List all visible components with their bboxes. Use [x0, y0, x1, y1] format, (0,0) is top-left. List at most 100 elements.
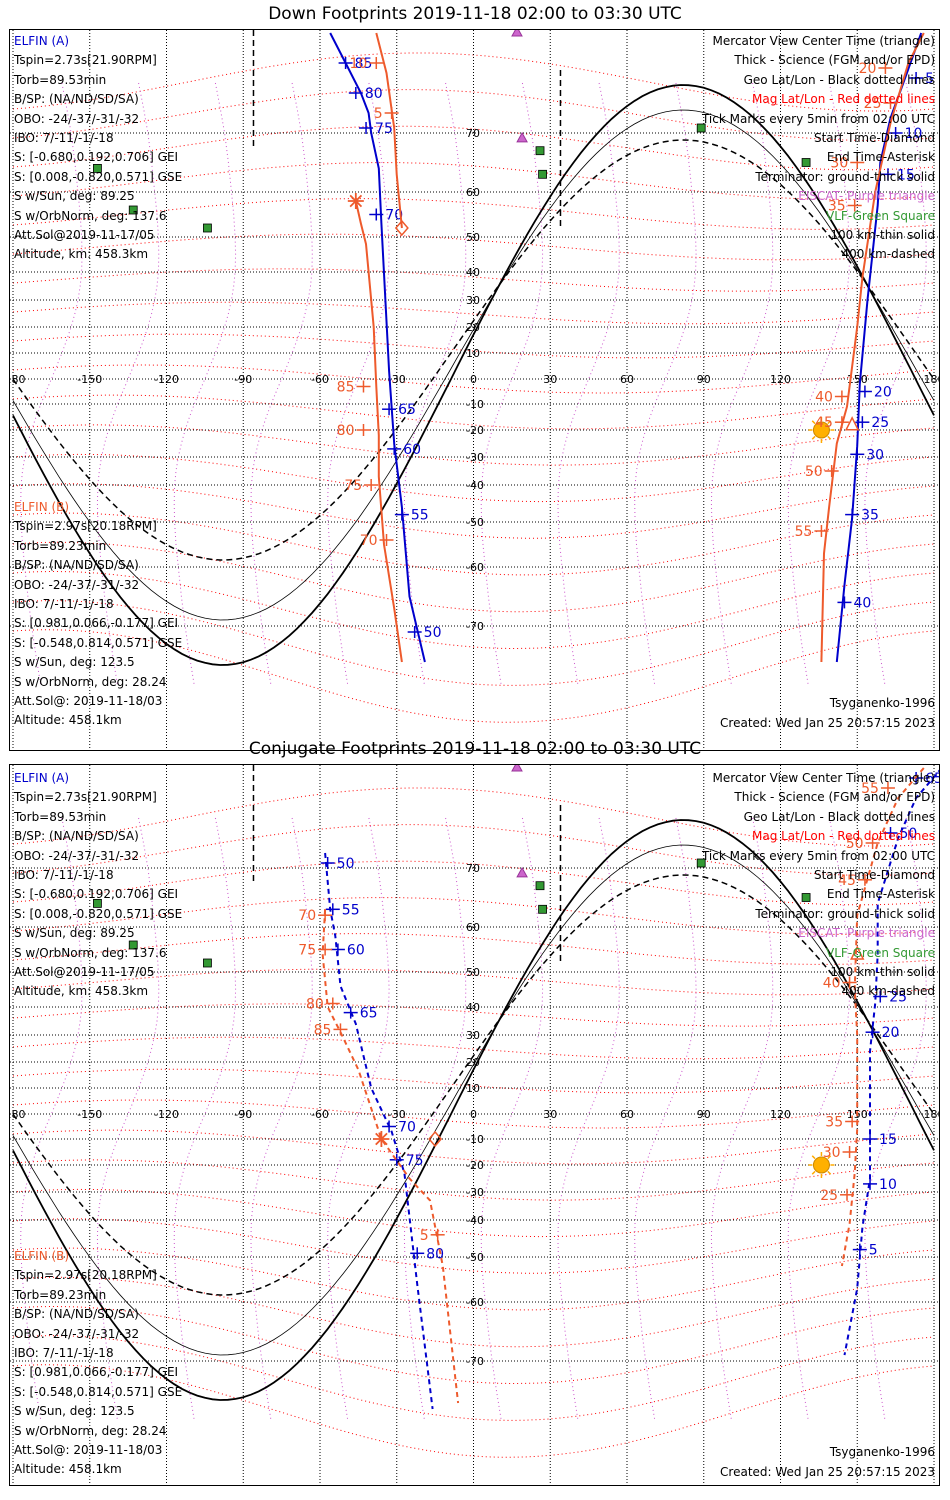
elfin-a-header: ELFIN (A) [14, 34, 70, 48]
info-line: S w/OrbNorm, deg: 137.6 [14, 208, 167, 223]
tick-label: 50 [846, 836, 864, 852]
tick-label: 25 [889, 990, 907, 1006]
lat-tick-label: -50 [466, 1251, 484, 1264]
mag-lon-line [787, 817, 851, 1422]
info-line: S w/Sun, deg: 123.5 [14, 1404, 135, 1419]
sun-icon [808, 417, 835, 443]
info-line: S: [0.008,-0.820,0.571] GSE [14, 169, 183, 184]
lon-tick-label: 0 [470, 373, 477, 386]
tick-label: 10 [879, 1177, 897, 1193]
tick-label: 25 [871, 415, 889, 431]
footprint-track: 20 25 30 35 40 45 50 55 [795, 32, 925, 663]
tick-label: 15 [897, 167, 915, 183]
vlf-square [93, 163, 102, 173]
tick-label: 20 [859, 61, 877, 77]
tick-label: 70 [298, 908, 316, 924]
lon-tick-label: -30 [388, 373, 406, 386]
legend-item: Thick - Science (FGM and/or EPD) [734, 53, 935, 68]
center-triangle [850, 945, 865, 960]
tick-label: 55 [342, 902, 360, 918]
tick-label: 65 [398, 402, 416, 418]
terminator-ground [12, 819, 935, 1401]
lon-tick-label: -90 [234, 373, 252, 386]
mag-lon-line [173, 817, 237, 1422]
legend-item: 400 km-dashed [841, 247, 935, 262]
sun-ray [811, 435, 816, 440]
tick-label: 5 [925, 71, 934, 87]
info-line: Torb=89.53min [14, 809, 107, 824]
legend-item: 100 km-thin solid [830, 227, 935, 242]
info-line: Att.Sol@2019-11-17/05 [14, 964, 155, 979]
info-line: B/SP: (NA/ND/SD/SA) [14, 558, 139, 573]
eiscat-triangle [511, 765, 523, 772]
vlf-square [801, 158, 811, 167]
mag-lat-line [12, 1218, 935, 1274]
lon-tick-label: 90 [697, 373, 711, 386]
tick-label: 20 [874, 385, 892, 401]
lat-tick-label: 50 [466, 966, 480, 979]
info-line: Altitude, km: 458.3km [14, 984, 149, 999]
mag-lon-line [327, 82, 390, 687]
elfin-a-info: ELFIN (A) Tspin=2.73s[21.90RPM] Torb=89.… [14, 32, 182, 265]
tick-label: 55 [861, 781, 879, 797]
lon-tick-label: -60 [311, 373, 329, 386]
map-canvas: -180-150-120-90-60-300306090120150180706… [10, 765, 939, 1485]
tick-label: 45 [838, 873, 856, 889]
mag-lat-line [12, 1099, 935, 1129]
tick-label: 30 [830, 156, 848, 172]
info-line: IBO: 7/-11/-1/-18 [14, 596, 114, 611]
end-asterisk [373, 1131, 390, 1147]
footprint-track: 70 75 80 85 5 [298, 908, 460, 1404]
tick-label: 35 [861, 508, 879, 524]
legend-item: Terminator: ground-thick solid [755, 906, 935, 921]
info-line: Altitude, km: 458.3km [14, 247, 149, 262]
info-line: B/SP: (NA/ND/SD/SA) [14, 92, 139, 107]
down-footprints-map: -180 -150 -120 -90 -60 -30 0 30 60 90 120 150 180 70 6… [9, 29, 940, 751]
sun-ray [827, 1170, 832, 1175]
elfin-b-info: ELFIN (B) Tspin=2.97s[20.18RPM] Torb=89.… [14, 1247, 182, 1480]
mag-lat-line [12, 453, 935, 503]
terminator-ground [12, 84, 935, 666]
info-line: IBO: 7/-11/-1/-18 [14, 1345, 114, 1360]
tick-label: 70 [385, 208, 403, 224]
info-line: Tspin=2.97s[20.18RPM] [14, 519, 157, 534]
lon-tick-label: -120 [154, 1108, 179, 1121]
tick-label: 35 [825, 1115, 843, 1131]
tick-label: 75 [298, 943, 316, 959]
legend-item: Thick - Science (FGM and/or EPD) [734, 790, 935, 805]
lon-tick-label: 0 [470, 1108, 477, 1121]
tick-label: 25 [864, 96, 882, 112]
asterisk-stroke [375, 1132, 388, 1146]
terminator [12, 30, 935, 666]
lon-tick-label: -60 [311, 1108, 329, 1121]
tick-label: 60 [403, 442, 421, 458]
footprint-track: 85 80 75 70 65 60 55 50 [329, 32, 441, 663]
info-line: Torb=89.53min [14, 72, 107, 87]
tick-label: 85 [314, 1022, 332, 1038]
eiscat-triangle [511, 30, 523, 37]
lat-tick-label: 30 [466, 294, 480, 307]
tick-label: 50 [805, 464, 823, 480]
terminator [12, 765, 935, 1401]
sun-disc [812, 421, 830, 439]
created-label: Created: Wed Jan 25 20:57:15 2023 [720, 1465, 935, 1479]
elfin-a-info: ELFIN (A) Tspin=2.73s[21.90RPM] Torb=89.… [14, 769, 182, 1002]
info-line: IBO: 7/-11/-1/-18 [14, 130, 114, 145]
info-line: Altitude: 458.1km [14, 1462, 122, 1477]
mag-lon-line [710, 82, 774, 687]
info-line: S: [-0.548,0.814,0.571] GSE [14, 635, 183, 650]
mag-lon-line [250, 817, 313, 1422]
legend-item: Mercator View Center Time (triangle) [712, 771, 935, 785]
mag-lat-line [12, 125, 935, 171]
center-triangle [844, 416, 860, 431]
mag-lon-line [173, 82, 237, 687]
lat-tick-label: -70 [466, 1355, 484, 1368]
mag-lon-line [864, 82, 927, 687]
tick-label: 60 [347, 943, 365, 959]
mag-lon-line [20, 817, 83, 1422]
info-line: S w/Sun, deg: 123.5 [14, 655, 135, 670]
info-line: Att.Sol@: 2019-11-18/03 [14, 1442, 163, 1457]
vlf-square [128, 205, 138, 215]
info-line: OBO: -24/-37/-31/-32 [14, 577, 140, 592]
